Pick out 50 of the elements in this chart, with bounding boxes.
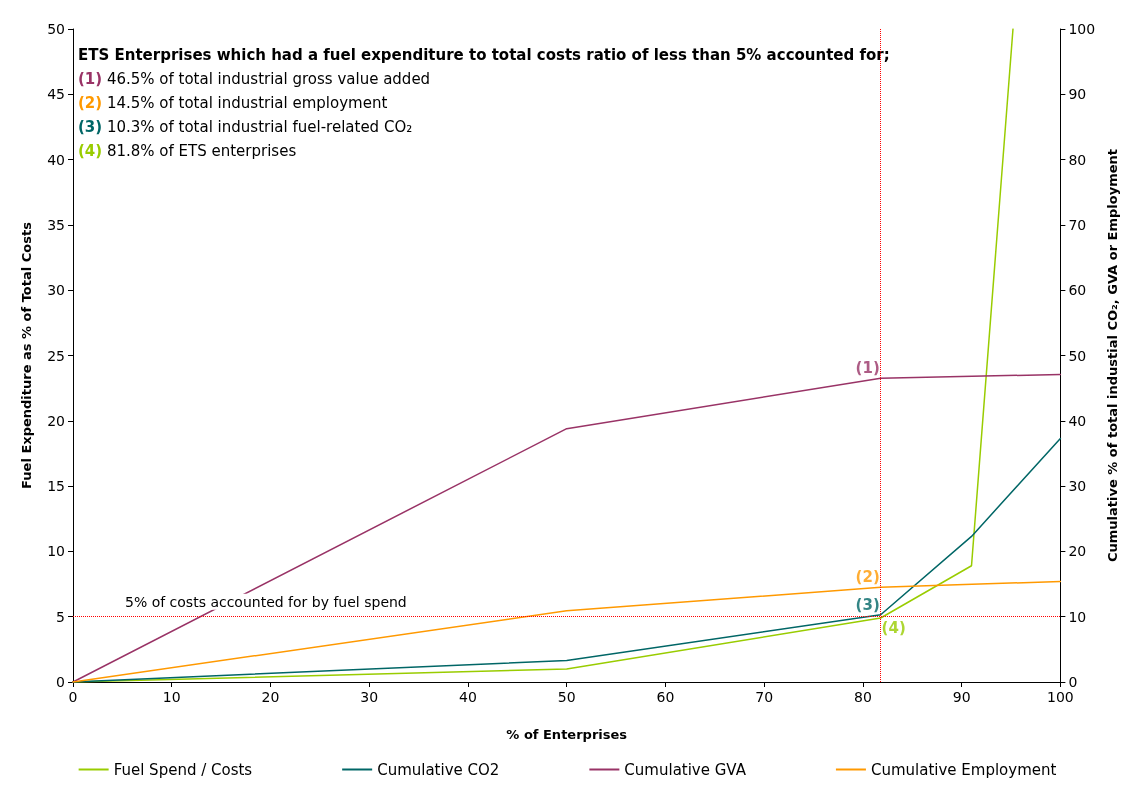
y2-tick-label: 80 bbox=[1068, 151, 1087, 168]
x-tick-label: 70 bbox=[755, 689, 774, 705]
annotation: (4) bbox=[881, 619, 906, 638]
annotation: (3) bbox=[855, 595, 880, 614]
annotation: (2) 14.5% of total industrial employment bbox=[78, 93, 388, 112]
y-tick-label: 20 bbox=[47, 412, 65, 429]
y-tick-label: 5 bbox=[56, 608, 65, 625]
x-tick-label: 60 bbox=[656, 689, 675, 705]
ref-line-label: 5% of costs accounted for by fuel spend bbox=[125, 593, 407, 610]
y-tick-label: 35 bbox=[47, 216, 65, 233]
y2-tick-label: 70 bbox=[1068, 216, 1087, 233]
x-tick-label: 10 bbox=[162, 689, 181, 705]
y2-tick-label: 100 bbox=[1068, 21, 1096, 37]
legend-label: Cumulative GVA bbox=[624, 760, 747, 779]
y-tick-label: 40 bbox=[47, 151, 65, 168]
x-tick-label: 0 bbox=[68, 689, 78, 705]
y2-tick-label: 50 bbox=[1068, 347, 1087, 364]
y-tick-label: 45 bbox=[47, 86, 65, 103]
y2-tick-label: 30 bbox=[1068, 478, 1087, 495]
y2-tick-label: 20 bbox=[1068, 543, 1087, 560]
x-axis-title: % of Enterprises bbox=[506, 727, 628, 742]
x-tick-label: 40 bbox=[459, 689, 477, 705]
y2-tick-label: 40 bbox=[1068, 412, 1087, 429]
x-tick-label: 80 bbox=[853, 689, 872, 705]
x-tick-label: 90 bbox=[952, 689, 971, 705]
x-tick-label: 30 bbox=[360, 689, 379, 705]
annotation: (1) bbox=[855, 359, 880, 378]
legend-label: Cumulative CO2 bbox=[377, 760, 500, 779]
y2-tick-label: 60 bbox=[1068, 282, 1087, 299]
x-tick-label: 20 bbox=[261, 689, 280, 705]
annotation: (3) 10.3% of total industrial fuel-related CO₂ bbox=[78, 117, 413, 136]
legend-label: Cumulative Employment bbox=[870, 760, 1057, 779]
annotation: ETS Enterprises which had a fuel expenditure to total costs ratio of less than 5% accounted for; bbox=[78, 45, 890, 64]
y-tick-label: 0 bbox=[56, 674, 65, 690]
y2-tick-label: 10 bbox=[1068, 608, 1087, 625]
annotation: (1) 46.5% of total industrial gross value added bbox=[78, 69, 431, 88]
annotation: (4) 81.8% of ETS enterprises bbox=[78, 141, 297, 160]
y-axis-title: Fuel Expenditure as % of Total Costs bbox=[19, 221, 34, 489]
y2-tick-label: 90 bbox=[1068, 86, 1087, 103]
y2-axis-title: Cumulative % of total industial CO₂, GVA or Employment bbox=[1105, 148, 1120, 563]
x-tick-label: 100 bbox=[1047, 689, 1074, 705]
y-tick-label: 25 bbox=[47, 347, 65, 364]
annotation: (2) bbox=[855, 568, 880, 587]
y-tick-label: 30 bbox=[47, 282, 65, 299]
y2-tick-label: 0 bbox=[1068, 674, 1078, 690]
legend-label: Fuel Spend / Costs bbox=[113, 760, 253, 779]
y-tick-label: 15 bbox=[47, 478, 65, 495]
y-tick-label: 10 bbox=[47, 543, 65, 560]
y-tick-label: 50 bbox=[47, 21, 65, 37]
x-tick-label: 50 bbox=[557, 689, 576, 705]
